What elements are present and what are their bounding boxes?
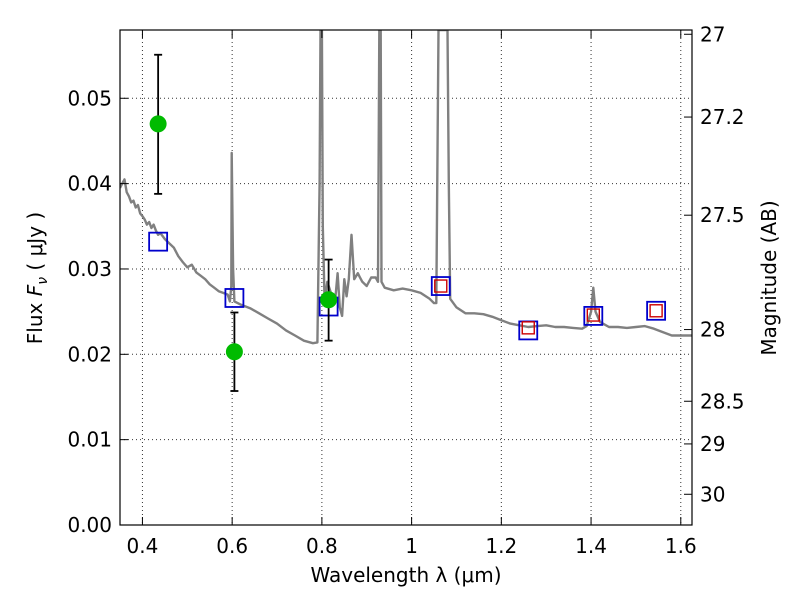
detection-point	[149, 115, 167, 133]
right-tick-label: 28.5	[700, 389, 745, 413]
y-axis-ticks: 0.00 0.01 0.02 0.03 0.04 0.05	[67, 86, 128, 537]
plot-frame	[119, 29, 693, 526]
model-sed-curve	[120, 30, 692, 345]
x-axis-ticks: 0.4 0.6 0.8 1 1.2 1.4 1.6	[127, 30, 697, 558]
observed-photometry-square	[434, 279, 448, 293]
gridlines	[120, 30, 692, 525]
model-photometry-square	[148, 231, 169, 252]
y-tick-label: 0.03	[67, 257, 112, 281]
y-tick-label: 0.05	[67, 86, 112, 110]
right-tick-label: 28	[700, 318, 725, 342]
model-photometry-square	[224, 288, 245, 308]
model-photometry-square	[430, 276, 451, 296]
right-tick-label: 29	[700, 432, 725, 456]
detection-point	[320, 291, 338, 309]
x-tick-label: 0.8	[306, 534, 338, 558]
right-axis-label: Magnitude (AB)	[757, 200, 781, 355]
x-tick-label: 1	[405, 534, 418, 558]
right-tick-label: 27	[700, 22, 725, 46]
x-tick-label: 0.4	[127, 534, 159, 558]
y-axis-label: Flux Fν ( μJy )	[23, 212, 51, 344]
x-tick-label: 1.6	[665, 534, 697, 558]
x-tick-label: 1.4	[575, 534, 607, 558]
right-axis-ticks: 27 27.2 27.5 28 28.5 29 30	[684, 22, 745, 506]
x-tick-label: 1.2	[485, 534, 517, 558]
x-axis-label: Wavelength λ (μm)	[310, 563, 501, 587]
right-tick-label: 27.2	[700, 105, 745, 129]
observed-photometry-square	[649, 304, 663, 318]
y-tick-label: 0.01	[67, 428, 112, 452]
x-tick-label: 0.6	[216, 534, 248, 558]
right-tick-label: 27.5	[700, 203, 745, 227]
model-photometry-square	[646, 300, 667, 321]
detection-point	[225, 343, 243, 361]
right-tick-label: 30	[700, 482, 725, 506]
photometry-markers	[148, 53, 667, 392]
model-sed-line	[120, 30, 692, 345]
observed-photometry-square	[521, 321, 535, 335]
y-tick-label: 0.04	[67, 172, 112, 196]
y-tick-label: 0.02	[67, 342, 112, 366]
model-photometry-square	[583, 306, 604, 326]
observed-photometry-square	[586, 308, 601, 322]
y-tick-label: 0.00	[67, 513, 112, 537]
